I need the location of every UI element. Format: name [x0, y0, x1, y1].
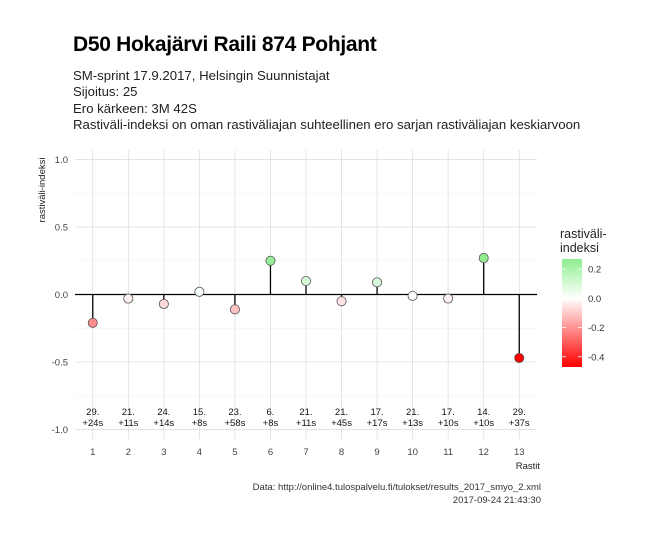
- placement-label-3: 24.: [157, 407, 170, 418]
- data-point-1: [87, 317, 98, 328]
- time-label-8: +45s: [331, 418, 352, 429]
- placement-label-13: 29.: [513, 407, 526, 418]
- data-point-7: [300, 275, 311, 286]
- data-point-10: [407, 290, 418, 301]
- data-point-2: [123, 293, 134, 304]
- x-tick-label-6: 6: [268, 447, 273, 458]
- time-label-3: +14s: [153, 418, 174, 429]
- subtitle-gap-to-leader: Ero kärkeen: 3M 42S: [73, 100, 197, 116]
- time-label-2: +11s: [118, 418, 138, 429]
- subtitle-index-description: Rastiväli-indeksi on oman rastiväliajan …: [73, 117, 581, 133]
- chart-caption: Data: http://online4.tulospalvelu.fi/tul…: [253, 481, 541, 507]
- y-tick-label: 0.5: [55, 222, 68, 233]
- placement-label-12: 14.: [477, 407, 490, 418]
- x-tick-label-3: 3: [161, 447, 166, 458]
- placement-label-1: 29.: [86, 407, 99, 418]
- data-point-11: [443, 293, 454, 304]
- x-tick-label-11: 11: [443, 447, 453, 458]
- x-tick-label-13: 13: [514, 447, 525, 458]
- timestamp: 2017-09-24 21:43:30: [452, 495, 541, 506]
- x-axis-title: Rastit: [516, 461, 541, 472]
- data-points: [87, 253, 525, 363]
- x-tick-label-2: 2: [126, 447, 131, 458]
- y-tick-label: -0.5: [52, 358, 68, 369]
- data-point-5: [229, 304, 240, 315]
- time-label-6: +8s: [263, 418, 279, 429]
- x-tick-label-12: 12: [478, 447, 489, 458]
- placement-label-8: 21.: [335, 407, 348, 418]
- y-tick-label: 0.0: [55, 290, 68, 301]
- time-label-11: +10s: [438, 418, 459, 429]
- legend-tick-label: 0.0: [588, 294, 601, 305]
- x-tick-label-7: 7: [303, 447, 308, 458]
- legend-colorbar: [562, 259, 582, 367]
- x-tick-label-4: 4: [197, 447, 202, 458]
- placement-label-7: 21.: [299, 407, 312, 418]
- legend-title-line-1: rastiväli-: [560, 227, 607, 241]
- placement-label-6: 6.: [266, 407, 274, 418]
- legend-title-line-2: indeksi: [560, 241, 599, 255]
- x-tick-label-1: 1: [90, 447, 95, 458]
- data-point-12: [478, 253, 489, 264]
- data-source: Data: http://online4.tulospalvelu.fi/tul…: [252, 482, 541, 493]
- x-tick-label-10: 10: [407, 447, 418, 458]
- data-point-4: [194, 286, 205, 297]
- placement-label-5: 23.: [228, 407, 241, 418]
- placement-label-2: 21.: [122, 407, 135, 418]
- time-label-5: +58s: [224, 418, 245, 429]
- time-label-7: +11s: [296, 418, 316, 429]
- point-labels: 29.+24s21.+11s24.+14s15.+8s23.+58s6.+8s2…: [82, 407, 530, 429]
- data-point-3: [158, 298, 169, 309]
- placement-label-11: 17.: [442, 407, 455, 418]
- placement-label-4: 15.: [193, 407, 206, 418]
- time-label-12: +10s: [473, 418, 494, 429]
- chart-title: D50 Hokajärvi Raili 874 Pohjant: [73, 33, 377, 56]
- y-axis-title: rastiväli-indeksi: [37, 158, 48, 223]
- data-point-9: [372, 277, 383, 288]
- time-label-4: +8s: [192, 418, 208, 429]
- legend-tick-label: -0.4: [588, 352, 604, 363]
- x-tick-label-9: 9: [374, 447, 379, 458]
- axes: -1.0-0.50.00.51.01 2 3 4 5 6 7 8 9 10 11 12 13Rastit…: [37, 155, 540, 472]
- time-label-1: +24s: [82, 418, 103, 429]
- time-label-13: +37s: [509, 418, 530, 429]
- subtitle-placement: Sijoitus: 25: [73, 84, 138, 100]
- y-tick-label: -1.0: [52, 425, 68, 436]
- data-point-6: [265, 255, 276, 266]
- data-point-13: [514, 352, 525, 363]
- color-legend: rastiväli-indeksi 0.2 0.0 -0.2 -0.4: [560, 227, 607, 367]
- placement-label-9: 17.: [370, 407, 383, 418]
- x-tick-label-5: 5: [232, 447, 237, 458]
- legend-tick-label: -0.2: [588, 323, 604, 334]
- subtitle-event: SM-sprint 17.9.2017, Helsingin Suunnista…: [73, 68, 330, 83]
- placement-label-10: 21.: [406, 407, 419, 418]
- time-label-9: +17s: [367, 418, 388, 429]
- x-tick-label-8: 8: [339, 447, 344, 458]
- legend-tick-label: 0.2: [588, 265, 601, 276]
- data-point-8: [336, 296, 347, 307]
- y-tick-label: 1.0: [55, 155, 68, 166]
- chart-subtitle: SM-sprint 17.9.2017, Helsingin Suunnista…: [73, 68, 580, 134]
- time-label-10: +13s: [402, 418, 423, 429]
